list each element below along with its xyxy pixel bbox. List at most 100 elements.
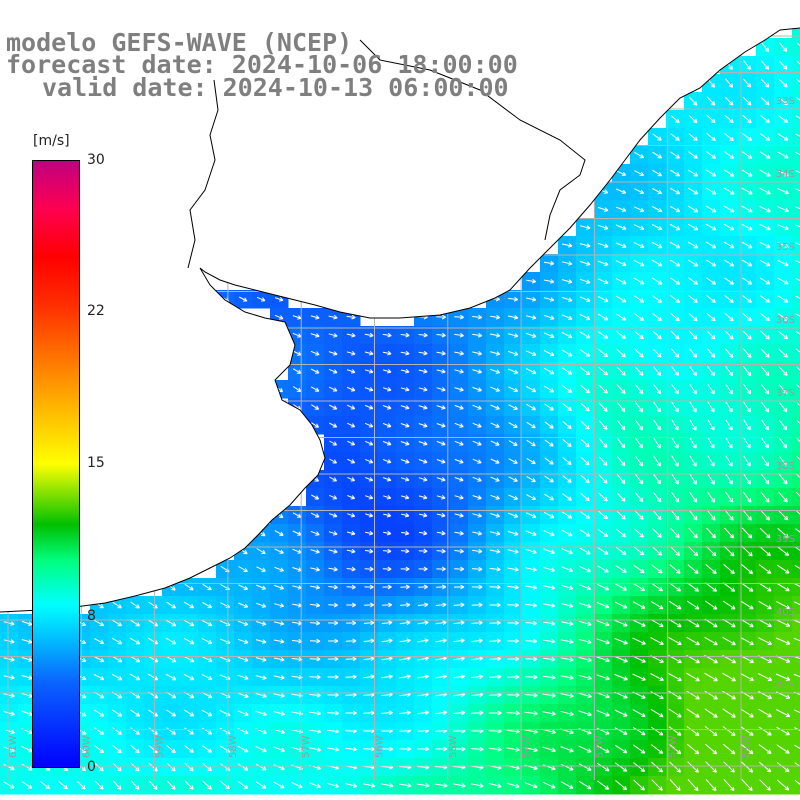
wind-arrow-icon: [346, 530, 356, 536]
wind-arrow-icon: [327, 710, 339, 716]
wind-arrow-icon: [616, 437, 626, 449]
wind-arrow-icon: [705, 582, 718, 592]
wind-cell: [792, 596, 800, 615]
wind-arrow-icon: [256, 602, 267, 608]
wind-arrow-icon: [166, 601, 176, 609]
wind-arrow-icon: [686, 708, 700, 718]
wind-arrow-icon: [184, 583, 194, 591]
wind-arrow-icon: [400, 441, 410, 446]
wind-arrow-icon: [201, 709, 213, 717]
wind-arrow-icon: [741, 223, 753, 231]
wind-cell: [792, 218, 800, 237]
wind-arrow-icon: [490, 368, 501, 374]
wind-arrow-icon: [759, 545, 771, 557]
wind-cell: [792, 704, 800, 723]
wind-arrow-icon: [507, 567, 519, 572]
wind-arrow-icon: [686, 743, 700, 755]
wind-arrow-icon: [274, 603, 285, 608]
wind-arrow-icon: [364, 602, 375, 608]
wind-arrow-icon: [309, 656, 321, 662]
wind-arrow-icon: [616, 384, 626, 394]
wind-arrow-icon: [560, 639, 574, 644]
wind-arrow-icon: [758, 564, 772, 574]
wind-arrow-icon: [758, 637, 773, 645]
wind-arrow-icon: [220, 780, 230, 790]
wind-arrow-icon: [652, 169, 663, 177]
wind-arrow-icon: [202, 745, 213, 753]
wind-arrow-icon: [508, 476, 518, 482]
wind-arrow-icon: [650, 708, 664, 718]
wind-arrow-icon: [615, 583, 628, 591]
wind-arrow-icon: [761, 42, 769, 53]
wind-arrow-icon: [525, 368, 537, 375]
wind-arrow-icon: [328, 620, 339, 626]
wind-arrow-icon: [616, 510, 626, 520]
wind-arrow-icon: [292, 350, 302, 356]
wind-arrow-icon: [687, 205, 699, 213]
wind-arrow-icon: [436, 332, 446, 338]
wind-arrow-icon: [130, 744, 140, 754]
wind-arrow-icon: [471, 602, 483, 608]
wind-arrow-icon: [687, 223, 699, 231]
longitude-label: 54W: [521, 735, 532, 758]
wind-arrow-icon: [758, 600, 772, 610]
wind-arrow-icon: [633, 762, 646, 772]
wind-arrow-icon: [634, 473, 644, 485]
wind-cell: [792, 182, 800, 201]
wind-arrow-icon: [329, 476, 338, 482]
wind-arrow-icon: [778, 42, 788, 52]
wind-arrow-icon: [724, 277, 735, 285]
wind-arrow-icon: [634, 528, 644, 538]
wind-arrow-icon: [579, 225, 591, 230]
wind-arrow-icon: [597, 206, 609, 212]
wind-arrow-icon: [795, 224, 800, 228]
wind-arrow-icon: [723, 564, 735, 575]
wind-arrow-icon: [796, 366, 800, 371]
wind-arrow-icon: [237, 692, 249, 698]
wind-arrow-icon: [758, 726, 772, 736]
wind-arrow-icon: [364, 332, 374, 338]
wind-arrow-icon: [742, 312, 752, 322]
wind-arrow-icon: [562, 403, 572, 412]
wind-arrow-icon: [328, 404, 338, 410]
wind-arrow-icon: [508, 458, 518, 464]
wind-arrow-icon: [725, 473, 733, 485]
wind-arrow-icon: [488, 782, 502, 789]
wind-arrow-icon: [507, 584, 519, 590]
wind-arrow-icon: [471, 584, 483, 590]
wind-arrow-icon: [579, 296, 591, 302]
wind-arrow-icon: [724, 295, 734, 303]
wind-arrow-icon: [508, 494, 518, 500]
wind-arrow-icon: [112, 601, 122, 609]
wind-arrow-icon: [238, 566, 248, 572]
valid-date: valid date: 2024-10-13 06:00:00: [42, 73, 509, 102]
wind-arrow-icon: [761, 455, 769, 467]
wind-arrow-icon: [184, 762, 194, 772]
coastline-line: [0, 27, 800, 613]
wind-arrow-icon: [347, 476, 356, 482]
wind-arrow-icon: [507, 368, 519, 374]
wind-arrow-icon: [725, 419, 733, 431]
wind-arrow-icon: [560, 781, 574, 789]
wind-cell: [792, 614, 800, 633]
wind-arrow-icon: [418, 566, 428, 572]
wind-arrow-icon: [363, 620, 375, 626]
wind-arrow-icon: [202, 601, 213, 609]
model-title: modelo GEFS-WAVE (NCEP): [6, 28, 353, 57]
wind-arrow-icon: [671, 366, 680, 377]
wind-cell: [792, 20, 800, 39]
wind-arrow-icon: [616, 348, 626, 358]
wind-arrow-icon: [508, 404, 518, 410]
wind-arrow-icon: [490, 386, 500, 392]
wind-arrow-icon: [688, 527, 698, 539]
wind-arrow-icon: [525, 585, 538, 590]
wind-arrow-icon: [40, 781, 51, 790]
wind-arrow-icon: [795, 115, 800, 119]
wind-arrow-icon: [309, 710, 321, 716]
wind-arrow-icon: [795, 330, 800, 335]
wind-arrow-icon: [561, 243, 573, 248]
wind-arrow-icon: [724, 330, 734, 340]
wind-arrow-icon: [669, 761, 681, 773]
wind-arrow-icon: [632, 673, 646, 681]
wind-arrow-icon: [634, 151, 645, 159]
